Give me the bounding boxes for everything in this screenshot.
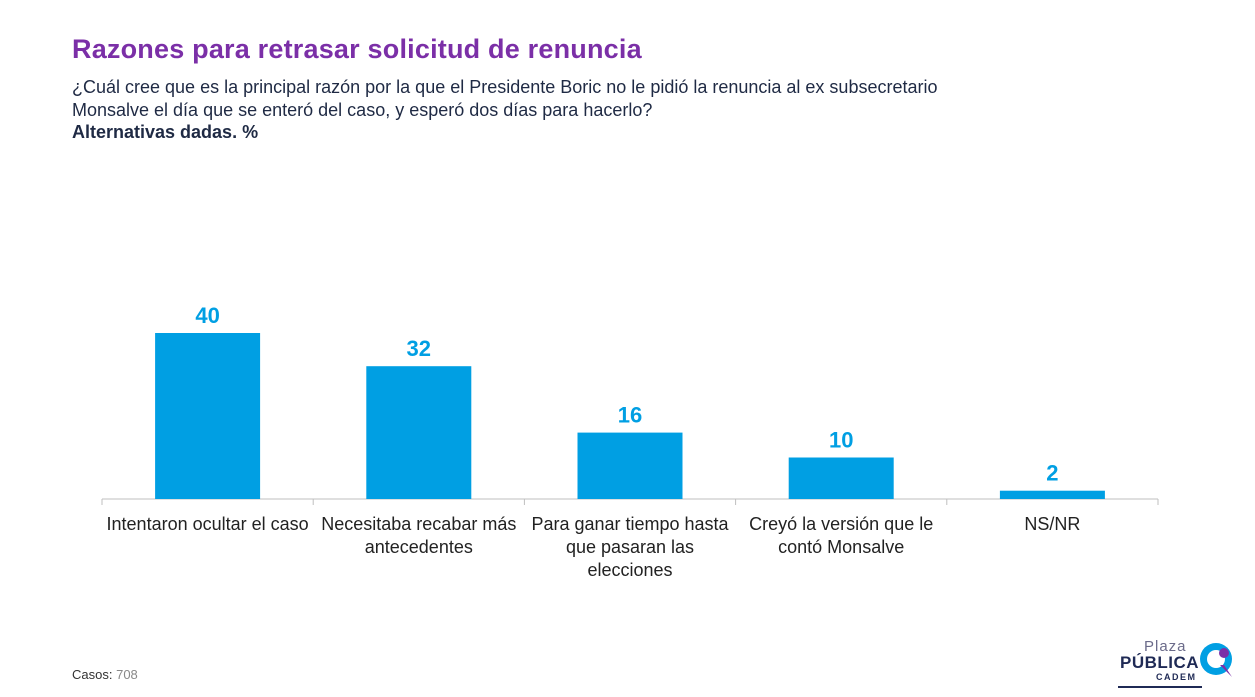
category-label: Para ganar tiempo hasta que pasaran las … xyxy=(531,514,729,580)
chart-subtitle: Alternativas dadas. % xyxy=(72,122,259,142)
logo-publica-text: PÚBLICA xyxy=(1120,653,1200,672)
bar xyxy=(366,366,472,499)
logo-bubble-icon xyxy=(1200,643,1232,677)
bar xyxy=(999,490,1105,499)
survey-question: ¿Cuál cree que es la principal razón por… xyxy=(72,77,938,120)
logo-cadem-text: CADEM xyxy=(1156,672,1197,682)
bar-value-label: 2 xyxy=(1046,461,1058,486)
cases-label: Casos xyxy=(72,667,109,682)
bar-value-label: 32 xyxy=(407,336,431,361)
cases-value: 708 xyxy=(116,667,138,682)
chart-title: Razones para retrasar solicitud de renun… xyxy=(72,34,642,64)
category-label: NS/NR xyxy=(1024,514,1081,534)
category-label: Intentaron ocultar el caso xyxy=(106,514,309,534)
category-label: Creyó la versión que le contó Monsalve xyxy=(749,514,934,557)
bar xyxy=(577,432,683,499)
category-label: Necesitaba recabar más antecedentes xyxy=(321,514,517,557)
logo-plaza-text: Plaza xyxy=(1144,638,1187,655)
bar xyxy=(788,457,894,499)
logo-underline xyxy=(1118,686,1202,688)
bar-value-label: 16 xyxy=(618,403,642,428)
cases-footnote: Casos: 708 xyxy=(72,667,138,682)
bar xyxy=(155,333,261,499)
bar-value-label: 10 xyxy=(829,428,853,453)
bar-value-label: 40 xyxy=(195,303,219,328)
plaza-publica-logo: Plaza PÚBLICA CADEM xyxy=(1118,638,1238,690)
